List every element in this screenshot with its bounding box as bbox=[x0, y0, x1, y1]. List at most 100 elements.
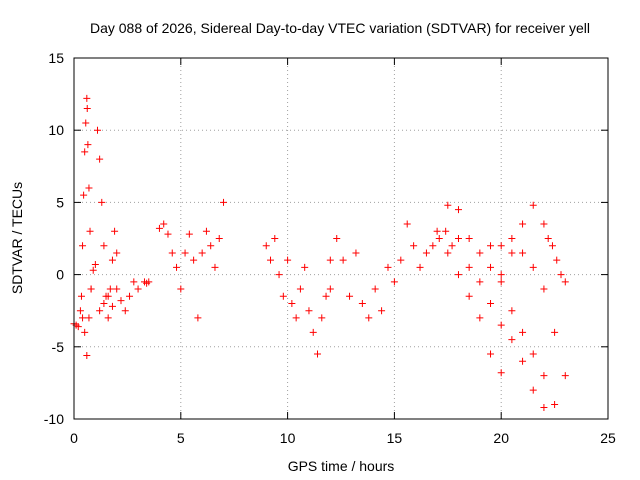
data-point bbox=[529, 350, 537, 358]
data-point bbox=[326, 285, 334, 293]
data-point bbox=[83, 351, 91, 359]
y-axis-label: SDTVAR / TECUs bbox=[9, 182, 25, 294]
data-point bbox=[508, 336, 516, 344]
data-point bbox=[378, 307, 386, 315]
data-point bbox=[540, 372, 548, 380]
data-point bbox=[262, 242, 270, 250]
data-point bbox=[83, 105, 91, 113]
data-point bbox=[104, 314, 112, 322]
data-point bbox=[384, 263, 392, 271]
data-point bbox=[403, 220, 411, 228]
data-point bbox=[410, 242, 418, 250]
data-point bbox=[508, 235, 516, 242]
data-point bbox=[444, 201, 452, 209]
data-point bbox=[305, 307, 313, 315]
data-point bbox=[346, 292, 354, 300]
data-point bbox=[168, 249, 176, 257]
data-point bbox=[76, 307, 84, 315]
data-point bbox=[442, 227, 450, 235]
data-point bbox=[429, 242, 437, 250]
series-segment-5 bbox=[155, 198, 228, 322]
data-point bbox=[211, 263, 219, 271]
data-point bbox=[465, 263, 473, 271]
data-point bbox=[358, 299, 366, 307]
data-point bbox=[96, 155, 104, 163]
data-point bbox=[121, 307, 129, 315]
data-point bbox=[164, 230, 172, 238]
data-point bbox=[130, 278, 138, 286]
data-point bbox=[352, 249, 360, 257]
series-segment-8 bbox=[433, 227, 505, 377]
data-point bbox=[497, 321, 505, 329]
y-tick-label: -10 bbox=[44, 411, 64, 427]
y-tick-labels: -10 -5 0 5 10 15 bbox=[44, 50, 64, 427]
data-point bbox=[397, 256, 405, 264]
data-point bbox=[145, 278, 153, 286]
data-point bbox=[553, 256, 561, 264]
data-point bbox=[519, 220, 527, 228]
data-point bbox=[508, 307, 516, 315]
data-point bbox=[309, 328, 317, 336]
data-point bbox=[185, 230, 193, 238]
data-point bbox=[84, 141, 92, 149]
data-point bbox=[198, 249, 206, 257]
data-point bbox=[87, 285, 95, 293]
data-point bbox=[117, 297, 125, 305]
plot-frame bbox=[73, 57, 609, 420]
data-point bbox=[487, 299, 495, 307]
data-point bbox=[416, 263, 424, 271]
data-point bbox=[202, 227, 210, 235]
data-point bbox=[83, 94, 91, 102]
data-point bbox=[508, 249, 516, 257]
x-tick-label: 10 bbox=[280, 430, 296, 446]
y-tick-label: 5 bbox=[56, 194, 64, 210]
data-point bbox=[82, 119, 90, 127]
series-segment-6 bbox=[262, 235, 334, 358]
data-point bbox=[85, 184, 93, 192]
grid-lines bbox=[74, 58, 608, 419]
data-point bbox=[476, 249, 484, 257]
data-point bbox=[454, 206, 462, 214]
data-point bbox=[540, 285, 548, 293]
data-point bbox=[284, 256, 292, 264]
data-point bbox=[173, 263, 181, 271]
data-point bbox=[529, 201, 537, 209]
data-point bbox=[519, 249, 527, 257]
data-point bbox=[435, 235, 443, 242]
data-point bbox=[444, 249, 452, 257]
data-point bbox=[275, 271, 283, 279]
data-point bbox=[529, 386, 537, 394]
data-point bbox=[207, 242, 215, 250]
data-point bbox=[422, 249, 430, 257]
data-point bbox=[93, 126, 101, 134]
data-point bbox=[177, 285, 185, 293]
data-point bbox=[86, 227, 94, 235]
data-point bbox=[448, 242, 456, 250]
data-point bbox=[465, 292, 473, 300]
data-point bbox=[215, 235, 223, 242]
data-point bbox=[551, 401, 559, 409]
data-point bbox=[104, 292, 112, 300]
data-point bbox=[79, 314, 87, 322]
series-segment-0 bbox=[70, 260, 99, 359]
data-point bbox=[89, 266, 97, 274]
data-point bbox=[326, 256, 334, 264]
data-point bbox=[529, 263, 537, 271]
data-point bbox=[497, 278, 505, 286]
data-point bbox=[497, 242, 505, 250]
data-point bbox=[279, 292, 287, 300]
data-point bbox=[339, 256, 347, 264]
data-point bbox=[322, 292, 330, 300]
data-point bbox=[551, 328, 559, 336]
y-tick-label: 10 bbox=[48, 122, 64, 138]
data-point bbox=[540, 403, 548, 411]
data-point bbox=[98, 198, 106, 206]
data-point bbox=[301, 263, 309, 271]
data-point bbox=[81, 148, 89, 156]
series-segment-1 bbox=[77, 94, 95, 300]
y-tick-label: 15 bbox=[48, 50, 64, 66]
axis-ticks bbox=[73, 57, 609, 420]
data-point bbox=[96, 307, 104, 315]
